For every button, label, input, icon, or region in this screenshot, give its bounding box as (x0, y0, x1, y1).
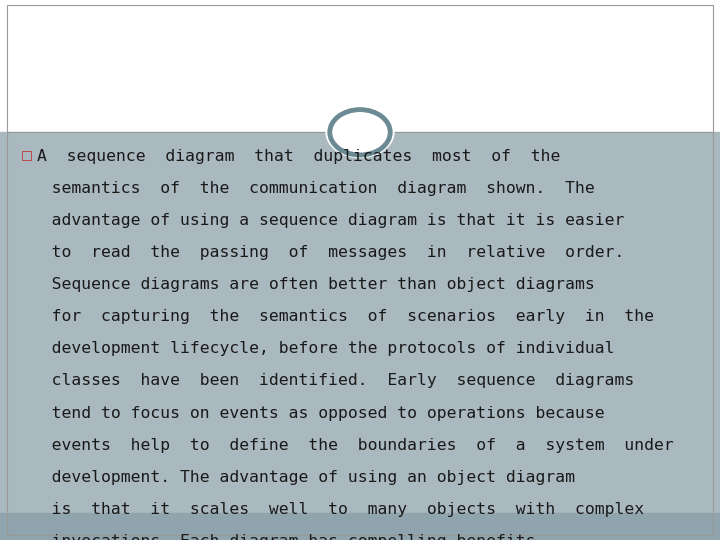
Bar (0, 513, 720, 540)
Text: Sequence diagrams are often better than object diagrams: Sequence diagrams are often better than … (22, 277, 594, 292)
Text: development lifecycle, before the protocols of individual: development lifecycle, before the protoc… (22, 341, 614, 356)
Text: □: □ (22, 148, 32, 164)
Text: development. The advantage of using an object diagram: development. The advantage of using an o… (22, 470, 575, 485)
Text: for  capturing  the  semantics  of  scenarios  early  in  the: for capturing the semantics of scenarios… (22, 309, 654, 324)
Text: A  sequence  diagram  that  duplicates  most  of  the: A sequence diagram that duplicates most … (37, 148, 561, 164)
Text: tend to focus on events as opposed to operations because: tend to focus on events as opposed to op… (22, 406, 604, 421)
Circle shape (325, 106, 395, 158)
Text: invocations. Each diagram has compelling benefits.: invocations. Each diagram has compelling… (22, 534, 545, 540)
Bar (0, 132, 720, 513)
Text: advantage of using a sequence diagram is that it is easier: advantage of using a sequence diagram is… (22, 213, 624, 228)
Text: classes  have  been  identified.  Early  sequence  diagrams: classes have been identified. Early sequ… (22, 374, 634, 388)
Text: events  help  to  define  the  boundaries  of  a  system  under: events help to define the boundaries of … (22, 437, 673, 453)
Text: semantics  of  the  communication  diagram  shown.  The: semantics of the communication diagram s… (22, 180, 594, 195)
Text: to  read  the  passing  of  messages  in  relative  order.: to read the passing of messages in relat… (22, 245, 624, 260)
Circle shape (335, 113, 385, 151)
Text: is  that  it  scales  well  to  many  objects  with  complex: is that it scales well to many objects w… (22, 502, 644, 517)
